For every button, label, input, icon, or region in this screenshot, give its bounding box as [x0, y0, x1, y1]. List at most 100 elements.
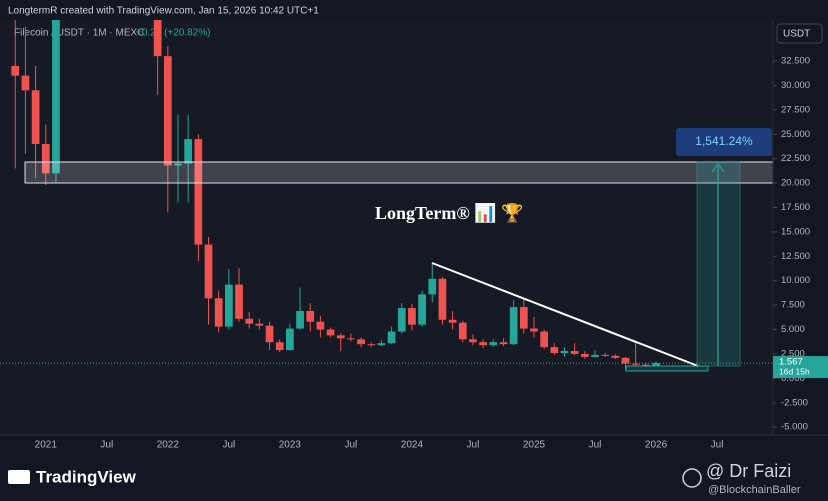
candle-body: [519, 307, 528, 329]
candle-body: [306, 310, 315, 322]
candle-body: [245, 318, 254, 324]
candle-body: [377, 343, 386, 346]
x-tick-label: 2026: [645, 440, 668, 451]
y-tick-label: 7.500: [781, 300, 805, 311]
candle-body: [224, 284, 233, 327]
candle-body: [479, 342, 487, 346]
candle-body: [286, 328, 294, 351]
resistance-zone: [24, 161, 773, 184]
last-price-label: 1.567: [779, 357, 803, 368]
candle-body: [367, 344, 376, 346]
candle-body: [540, 331, 549, 348]
x-tick-label: Jul: [711, 440, 724, 451]
candle-body: [204, 244, 213, 299]
x-tick-label: Jul: [345, 440, 358, 451]
countdown: 16d 15h: [779, 366, 810, 376]
candle-body: [357, 339, 365, 345]
y-tick-label: 2.500: [781, 348, 805, 359]
candle-body: [550, 347, 559, 353]
candle-body: [428, 278, 437, 295]
candle-body: [255, 323, 264, 326]
x-tick-label: 2021: [35, 440, 58, 451]
candle-body: [530, 328, 538, 332]
candle-body: [458, 322, 467, 340]
watermark-logo: [682, 468, 702, 488]
candle-body: [601, 354, 610, 356]
candle-body: [194, 139, 203, 245]
candle-body: [31, 90, 40, 145]
drawings: [24, 161, 773, 372]
y-tick-label: 32.500: [781, 56, 810, 67]
candle-body: [438, 278, 447, 320]
y-tick-label: 15.000: [781, 226, 810, 237]
candle-body: [163, 56, 172, 166]
target-label-box: [676, 128, 772, 156]
y-tick-label: 22.500: [781, 153, 810, 164]
candle-body: [387, 331, 396, 344]
candle-body: [326, 329, 335, 336]
candles: [11, 20, 660, 370]
candle-body: [560, 351, 569, 353]
target-label: 1,541.24%: [695, 134, 753, 148]
x-tick-label: 2022: [157, 440, 180, 451]
y-tick-label: -2.500: [781, 397, 808, 408]
candle-body: [21, 75, 30, 91]
candle-body: [621, 357, 630, 364]
watermark-handle: @BlockchainBaller: [708, 484, 801, 496]
candle-body: [509, 307, 518, 345]
y-tick-label: 25.000: [781, 129, 810, 140]
y-tick-label: 20.000: [781, 178, 810, 189]
candle-body: [316, 321, 325, 330]
x-tick-label: 2024: [401, 440, 424, 451]
candle-body: [397, 308, 406, 332]
annotation: LongTerm® 📊 🏆: [375, 202, 524, 223]
x-tick-label: 2025: [523, 440, 546, 451]
candle-body: [570, 351, 579, 354]
x-tick-label: Jul: [222, 440, 235, 451]
currency-box[interactable]: [776, 23, 823, 44]
x-tick-label: 2023: [279, 440, 302, 451]
candle-body: [11, 65, 20, 76]
last-price-box: [773, 356, 828, 379]
x-tick-label: Jul: [467, 440, 480, 451]
candle-body: [235, 284, 243, 319]
candle-body: [184, 139, 193, 164]
y-tick-label: 30.000: [781, 80, 810, 91]
plot-area: [0, 20, 773, 435]
brand-logo: [8, 470, 30, 484]
entry-zone: [625, 365, 709, 372]
candle-body: [611, 355, 620, 358]
symbol-legend: Filecoin / USDT · 1M · MEXC: [14, 28, 144, 39]
candle-body: [214, 298, 223, 327]
candle-body: [489, 342, 498, 346]
candle-body: [641, 364, 650, 366]
candle-body: [418, 294, 426, 325]
candle-body: [591, 354, 599, 357]
y-tick-label: 10.000: [781, 275, 810, 286]
candle-body: [52, 20, 60, 174]
candle-body: [174, 163, 182, 166]
candle-body: [469, 339, 477, 343]
y-tick-label: 0.000: [781, 373, 805, 384]
y-tick-label: 27.500: [781, 104, 810, 115]
trend-line: [431, 262, 699, 367]
target-arrow-head: [711, 163, 725, 173]
candle-body: [408, 308, 416, 325]
candle-body: [275, 342, 284, 351]
candle-body: [153, 20, 162, 57]
candle-body: [499, 342, 508, 345]
change-legend: +0.27 (+20.82%): [136, 28, 211, 39]
y-tick-label: 5.000: [781, 324, 805, 335]
candle-body: [448, 319, 457, 323]
candle-body: [580, 353, 589, 357]
currency: USDT: [783, 29, 810, 40]
y-tick-label: 17.500: [781, 202, 810, 213]
candle-body: [347, 338, 355, 340]
brand: TradingView: [36, 467, 137, 486]
candle-body: [265, 325, 274, 343]
header-credit: LongtermR created with TradingView.com, …: [8, 6, 319, 17]
y-tick-label: 12.500: [781, 251, 810, 262]
